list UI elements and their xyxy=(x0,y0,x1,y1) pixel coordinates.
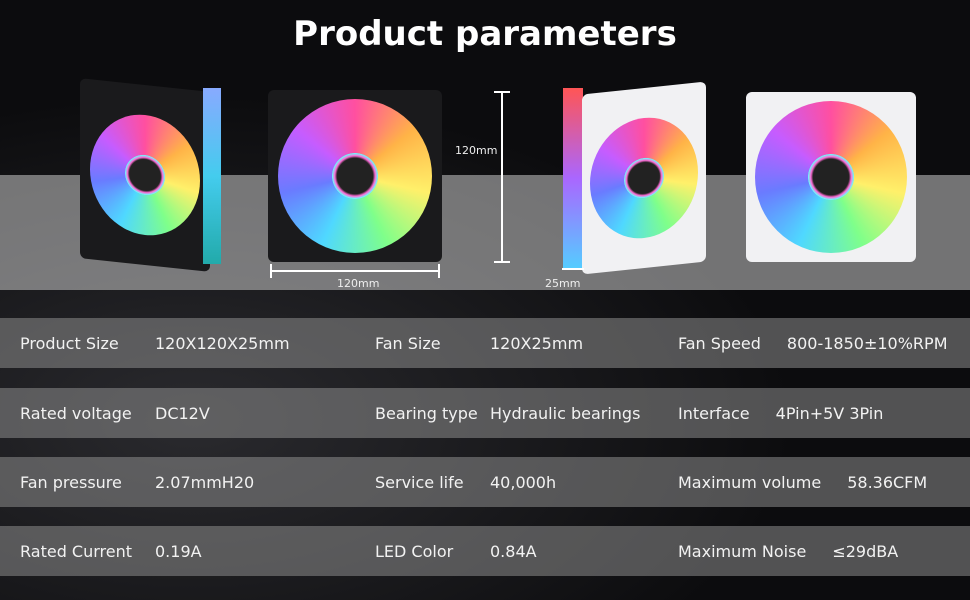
parameter-label: Bearing type xyxy=(375,403,478,423)
parameter-label: Fan Size xyxy=(375,333,441,353)
parameter-label: Rated voltage xyxy=(20,403,132,423)
parameter-label: Maximum volume xyxy=(678,472,822,492)
parameter-label: LED Color xyxy=(375,541,454,561)
parameter-cell: Rated Current 0.19A xyxy=(20,526,202,576)
parameter-label: Fan pressure xyxy=(20,472,122,492)
width-label: 120mm xyxy=(337,277,380,290)
fan-black-angled xyxy=(80,78,210,272)
table-row: Rated voltage DC12V Bearing type Hydraulic … xyxy=(0,388,970,438)
parameter-cell: Rated voltage DC12V xyxy=(20,388,210,438)
parameter-cell: Maximum volume 58.36CFM xyxy=(678,457,927,507)
fan-white-front xyxy=(746,92,916,262)
height-cap xyxy=(494,261,510,263)
parameter-cell: LED Color 0.84A xyxy=(375,526,537,576)
parameter-cell: Fan pressure 2.07mmH20 xyxy=(20,457,254,507)
parameter-label: Maximum Noise xyxy=(678,541,807,561)
parameter-label: Interface xyxy=(678,403,750,423)
fan-side xyxy=(203,88,221,264)
thickness-label: 25mm xyxy=(545,277,581,290)
parameter-label: Product Size xyxy=(20,333,119,353)
fan-white-angled xyxy=(582,81,706,275)
table-row: Product Size 120X120X25mm Fan Size 120X25mm… xyxy=(0,318,970,368)
height-label: 120mm xyxy=(455,144,498,157)
fan-hub xyxy=(332,153,378,199)
parameter-cell: Bearing type Hydraulic bearings xyxy=(375,388,640,438)
parameter-value: 40,000h xyxy=(490,472,557,492)
parameter-value: DC12V xyxy=(155,403,210,423)
parameter-value: 2.07mmH20 xyxy=(155,472,255,492)
fan-hub xyxy=(808,154,854,200)
parameter-label: Service life xyxy=(375,472,464,492)
table-row: Rated Current 0.19A LED Color 0.84A Maximum … xyxy=(0,526,970,576)
thickness-line xyxy=(562,268,584,270)
width-cap xyxy=(270,264,272,278)
parameter-value: 800-1850±10%RPM xyxy=(786,333,948,353)
width-line xyxy=(270,270,440,272)
parameter-cell: Service life 40,000h xyxy=(375,457,556,507)
parameter-cell: Fan Size 120X25mm xyxy=(375,318,583,368)
fan-side xyxy=(563,88,583,268)
parameter-value: 120X120X25mm xyxy=(155,333,290,353)
table-row: Fan pressure 2.07mmH20 Service life 40,000h… xyxy=(0,457,970,507)
fan-black-front xyxy=(268,90,442,262)
width-cap xyxy=(438,264,440,278)
parameter-cell: Fan Speed 800-1850±10%RPM xyxy=(678,318,948,368)
parameter-value: 0.19A xyxy=(155,541,202,561)
parameter-value: ≤29dBA xyxy=(832,541,899,561)
height-cap xyxy=(494,91,510,93)
parameter-cell: Interface 4Pin+5V 3Pin xyxy=(678,388,883,438)
parameter-cell: Product Size 120X120X25mm xyxy=(20,318,290,368)
parameter-label: Fan Speed xyxy=(678,333,761,353)
title: Product parameters xyxy=(293,14,677,54)
parameter-value: 58.36CFM xyxy=(847,472,928,492)
parameter-cell: Maximum Noise ≤29dBA xyxy=(678,526,898,576)
parameter-value: 120X25mm xyxy=(490,333,584,353)
parameter-value: Hydraulic bearings xyxy=(490,403,641,423)
parameter-value: 4Pin+5V 3Pin xyxy=(775,403,884,423)
height-line xyxy=(501,92,503,262)
parameter-label: Rated Current xyxy=(20,541,133,561)
parameter-value: 0.84A xyxy=(490,541,537,561)
